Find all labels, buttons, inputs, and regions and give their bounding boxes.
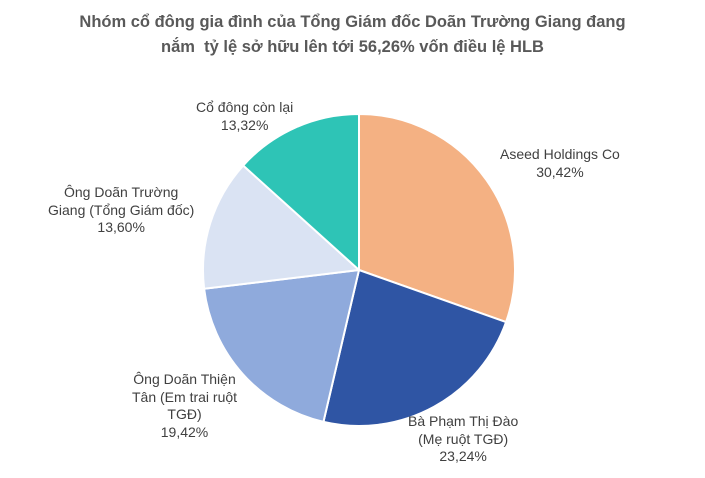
chart-title-line-1: Nhóm cổ đông gia đình của Tổng Giám đốc … <box>79 13 626 31</box>
slice-label-doan-truong-giang: Ông Doãn Trường Giang (Tổng Giám đốc) 13… <box>48 184 194 237</box>
slice-value-label: 19,42% <box>160 423 209 440</box>
slice-label-line: Cổ đông còn lại <box>196 99 294 115</box>
slice-label-line: Tân (Em trai ruột <box>132 388 238 405</box>
pie-slice-co-dong-con-lai <box>242 113 360 271</box>
slice-label-line: Bà Phạm Thị Đào <box>408 413 519 429</box>
slice-label-line: Ông Doãn Trường <box>64 184 179 200</box>
slice-label-co-dong-con-lai: Cổ đông còn lại 13,32% <box>196 99 293 134</box>
pie-slice-doan-truong-giang <box>202 164 360 290</box>
slice-value-label: 13,32% <box>220 116 269 133</box>
pie-slice-pham-thi-dao <box>322 269 508 427</box>
slice-label-aseed-holdings: Aseed Holdings Co 30,42% <box>500 146 620 181</box>
chart-title-line-2: nắm tỷ lệ sở hữu lên tới 56,26% vốn điều… <box>161 38 544 56</box>
chart-title: Nhóm cổ đông gia đình của Tổng Giám đốc … <box>0 10 705 60</box>
pie-slice-doan-thien-tan <box>203 269 360 423</box>
slice-label-line: (Mẹ ruột TGĐ) <box>418 430 509 447</box>
slice-value-label: 13,60% <box>97 219 145 235</box>
slice-label-line: Ông Doãn Thiện <box>133 371 236 387</box>
slice-label-doan-thien-tan: Ông Doãn Thiện Tân (Em trai ruột TGĐ) 19… <box>132 371 237 441</box>
pie-slice-aseed-holdings <box>358 113 516 324</box>
slice-label-line: Giang (Tổng Giám đốc) <box>48 201 195 218</box>
slice-label-line: TGĐ) <box>167 406 202 422</box>
slice-label-line: Aseed Holdings Co <box>500 146 620 162</box>
slice-value-label: 23,24% <box>439 448 487 464</box>
slice-value-label: 30,42% <box>536 163 584 180</box>
slice-label-pham-thi-dao: Bà Phạm Thị Đào (Mẹ ruột TGĐ) 23,24% <box>408 413 518 466</box>
